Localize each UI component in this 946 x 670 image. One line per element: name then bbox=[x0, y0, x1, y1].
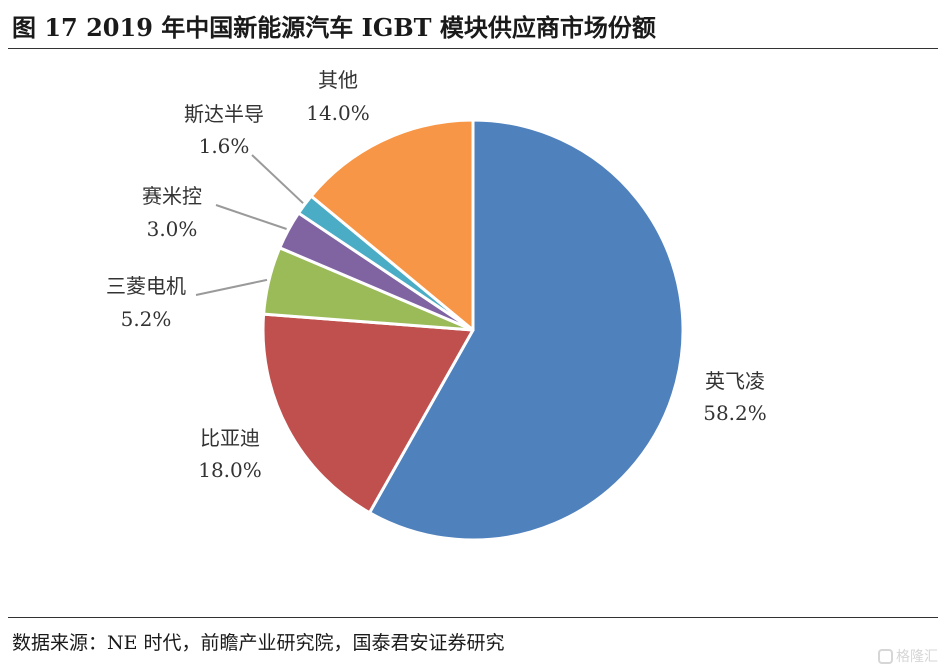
source-note: 数据来源：NE 时代，前瞻产业研究院，国泰君安证券研究 bbox=[12, 632, 505, 654]
slice-value-label: 3.0% bbox=[147, 217, 198, 241]
watermark-text: 格隆汇 bbox=[896, 649, 938, 665]
slice-label: 其他 bbox=[318, 68, 358, 92]
slice-value-label: 58.2% bbox=[703, 401, 767, 425]
pie-chart: 英飞凌 58.2% 比亚迪 18.0% 三菱电机 5.2% 赛米控 3.0% 斯达半导 1.6% 其… bbox=[106, 68, 767, 542]
pie-slice bbox=[261, 312, 475, 515]
leader-line bbox=[195, 278, 268, 296]
leader-line bbox=[251, 154, 304, 204]
slice-label: 斯达半导 bbox=[184, 102, 264, 126]
top-divider bbox=[8, 48, 938, 49]
slice-value-label: 1.6% bbox=[199, 134, 250, 158]
slice-label: 英飞凌 bbox=[705, 369, 765, 393]
leader-line bbox=[215, 204, 287, 230]
pie-slice bbox=[368, 118, 685, 542]
pie-slice bbox=[309, 118, 475, 332]
slice-label: 赛米控 bbox=[142, 184, 202, 208]
slice-value-label: 5.2% bbox=[121, 307, 172, 331]
slice-value-label: 18.0% bbox=[198, 458, 262, 482]
bottom-divider bbox=[8, 617, 938, 618]
slice-label: 三菱电机 bbox=[106, 274, 186, 298]
watermark-logo-icon bbox=[878, 648, 893, 664]
watermark: 格隆汇 bbox=[878, 646, 938, 666]
chart-title: 图 17 2019 年中国新能源汽车 IGBT 模块供应商市场份额 bbox=[12, 13, 656, 42]
slice-label: 比亚迪 bbox=[200, 426, 260, 450]
slice-value-label: 14.0% bbox=[306, 101, 370, 125]
